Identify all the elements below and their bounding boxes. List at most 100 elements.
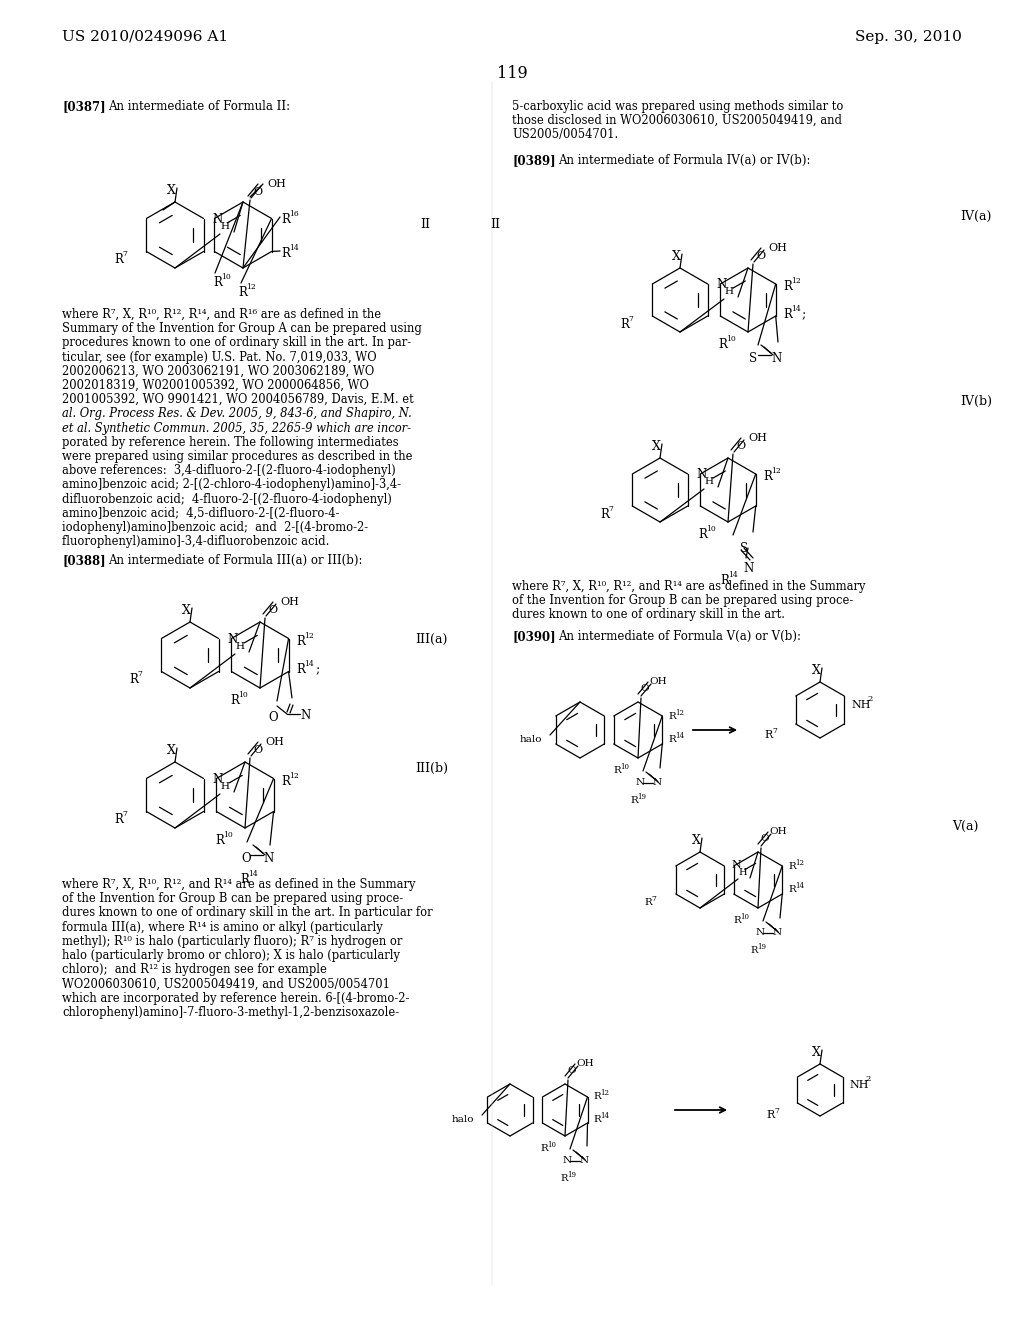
- Text: IV(a): IV(a): [961, 210, 991, 223]
- Text: ;: ;: [802, 308, 806, 321]
- Text: R: R: [281, 775, 290, 788]
- Text: O: O: [756, 251, 765, 261]
- Text: 119: 119: [497, 65, 527, 82]
- Text: 14: 14: [728, 572, 737, 579]
- Text: 19: 19: [757, 942, 766, 950]
- Text: H: H: [220, 222, 229, 231]
- Text: 10: 10: [547, 1140, 556, 1148]
- Text: dures known to one of ordinary skill in the art. In particular for: dures known to one of ordinary skill in …: [62, 907, 432, 920]
- Text: R: R: [620, 318, 629, 331]
- Text: 5-carboxylic acid was prepared using methods similar to: 5-carboxylic acid was prepared using met…: [512, 100, 844, 114]
- Text: O: O: [268, 711, 278, 723]
- Text: R: R: [668, 735, 676, 744]
- Text: An intermediate of Formula II:: An intermediate of Formula II:: [108, 100, 290, 114]
- Text: ;: ;: [315, 663, 319, 676]
- Text: [0388]: [0388]: [62, 554, 105, 568]
- Text: where R⁷, X, R¹⁰, R¹², and R¹⁴ are as defined in the Summary: where R⁷, X, R¹⁰, R¹², and R¹⁴ are as de…: [62, 878, 416, 891]
- Text: R: R: [560, 1173, 567, 1183]
- Text: 14: 14: [248, 870, 258, 878]
- Text: 10: 10: [238, 690, 248, 700]
- Text: O: O: [736, 441, 745, 451]
- Text: 7: 7: [651, 895, 656, 903]
- Text: 2002006213, WO 2003062191, WO 2003062189, WO: 2002006213, WO 2003062191, WO 2003062189…: [62, 364, 374, 378]
- Text: [0390]: [0390]: [512, 630, 556, 643]
- Text: R: R: [644, 898, 651, 907]
- Text: above references:  3,4-difluoro-2-[(2-fluoro-4-iodophenyl): above references: 3,4-difluoro-2-[(2-flu…: [62, 465, 395, 478]
- Text: R: R: [764, 730, 772, 741]
- Text: R: R: [788, 884, 796, 894]
- Text: WO2006030610, US2005049419, and US2005/0054701: WO2006030610, US2005049419, and US2005/0…: [62, 977, 390, 990]
- Text: R: R: [613, 766, 621, 775]
- Text: 7: 7: [137, 671, 142, 678]
- Text: chloro);  and R¹² is hydrogen see for example: chloro); and R¹² is hydrogen see for exa…: [62, 964, 327, 977]
- Text: OH: OH: [265, 737, 284, 747]
- Text: 19: 19: [637, 793, 646, 801]
- Text: X: X: [812, 1045, 821, 1059]
- Text: 7: 7: [608, 506, 613, 513]
- Text: 19: 19: [567, 1171, 575, 1179]
- Text: N: N: [771, 352, 781, 366]
- Text: H: H: [738, 869, 746, 876]
- Text: N: N: [212, 213, 222, 226]
- Text: X: X: [652, 440, 660, 453]
- Text: R: R: [213, 276, 222, 289]
- Text: difluorobenzoic acid;  4-fluoro-2-[(2-fluoro-4-iodophenyl): difluorobenzoic acid; 4-fluoro-2-[(2-flu…: [62, 492, 392, 506]
- Text: porated by reference herein. The following intermediates: porated by reference herein. The followi…: [62, 436, 398, 449]
- Text: R: R: [668, 711, 676, 721]
- Text: R: R: [129, 673, 138, 686]
- Text: R: R: [763, 470, 772, 483]
- Text: N: N: [300, 709, 310, 722]
- Text: An intermediate of Formula V(a) or V(b):: An intermediate of Formula V(a) or V(b):: [558, 630, 801, 643]
- Text: N: N: [716, 279, 726, 290]
- Text: S: S: [749, 352, 757, 366]
- Text: O: O: [640, 684, 648, 693]
- Text: R: R: [766, 1110, 774, 1119]
- Text: R: R: [215, 834, 224, 847]
- Text: 12: 12: [795, 859, 804, 867]
- Text: R: R: [593, 1115, 601, 1125]
- Text: Summary of the Invention for Group A can be prepared using: Summary of the Invention for Group A can…: [62, 322, 422, 335]
- Text: R: R: [600, 508, 609, 521]
- Text: of the Invention for Group B can be prepared using proce-: of the Invention for Group B can be prep…: [512, 594, 853, 607]
- Text: US2005/0054701.: US2005/0054701.: [512, 128, 618, 141]
- Text: procedures known to one of ordinary skill in the art. In par-: procedures known to one of ordinary skil…: [62, 337, 411, 350]
- Text: halo: halo: [520, 735, 543, 744]
- Text: II: II: [420, 218, 430, 231]
- Text: NH: NH: [851, 700, 870, 710]
- Text: O: O: [567, 1067, 575, 1074]
- Text: 12: 12: [246, 282, 256, 290]
- Text: V(a): V(a): [952, 820, 978, 833]
- Text: O: O: [241, 851, 251, 865]
- Text: R: R: [720, 574, 729, 587]
- Text: fluorophenyl)amino]-3,4-difluorobenzoic acid.: fluorophenyl)amino]-3,4-difluorobenzoic …: [62, 535, 330, 548]
- Text: 14: 14: [600, 1111, 609, 1119]
- Text: formula III(a), where R¹⁴ is amino or alkyl (particularly: formula III(a), where R¹⁴ is amino or al…: [62, 920, 383, 933]
- Text: X: X: [692, 834, 700, 847]
- Text: 14: 14: [791, 305, 801, 313]
- Text: 12: 12: [289, 772, 299, 780]
- Text: 16: 16: [289, 210, 299, 218]
- Text: those disclosed in WO2006030610, US2005049419, and: those disclosed in WO2006030610, US20050…: [512, 115, 842, 127]
- Text: [0387]: [0387]: [62, 100, 105, 114]
- Text: R: R: [238, 286, 247, 300]
- Text: N: N: [756, 928, 765, 937]
- Text: N: N: [263, 851, 273, 865]
- Text: S: S: [740, 543, 749, 554]
- Text: Sep. 30, 2010: Sep. 30, 2010: [855, 30, 962, 44]
- Text: III(a): III(a): [415, 634, 447, 645]
- Text: 2: 2: [867, 696, 872, 704]
- Text: O: O: [760, 834, 769, 843]
- Text: R: R: [630, 796, 638, 805]
- Text: R: R: [788, 862, 796, 871]
- Text: R: R: [114, 813, 123, 826]
- Text: R: R: [540, 1144, 548, 1152]
- Text: R: R: [733, 916, 740, 925]
- Text: amino]benzoic acid;  4,5-difluoro-2-[(2-fluoro-4-: amino]benzoic acid; 4,5-difluoro-2-[(2-f…: [62, 507, 339, 520]
- Text: R: R: [296, 663, 305, 676]
- Text: 10: 10: [221, 273, 230, 281]
- Text: An intermediate of Formula III(a) or III(b):: An intermediate of Formula III(a) or III…: [108, 554, 362, 568]
- Text: H: H: [234, 642, 244, 651]
- Text: et al. ​Synthetic Commun.​ 2005, 35, 2265-9 which are incor-: et al. ​Synthetic Commun.​ 2005, 35, 226…: [62, 421, 411, 434]
- Text: of the Invention for Group B can be prepared using proce-: of the Invention for Group B can be prep…: [62, 892, 403, 906]
- Text: amino]benzoic acid; 2-[(2-chloro-4-iodophenyl)amino]-3,4-: amino]benzoic acid; 2-[(2-chloro-4-iodop…: [62, 478, 401, 491]
